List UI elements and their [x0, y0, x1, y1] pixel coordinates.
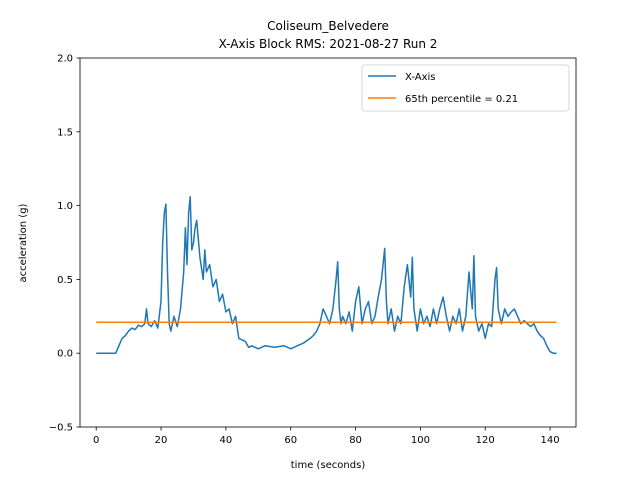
x-tick-label: 0 [93, 435, 99, 446]
plot-content [96, 195, 557, 354]
plot-frame [79, 57, 577, 428]
y-tick-label: 2.0 [57, 54, 73, 65]
y-tick-label: 1.0 [57, 201, 73, 212]
y-tick-label: 0.5 [57, 275, 73, 286]
x-tick-label: 100 [411, 435, 430, 446]
y-tick-label: 0.0 [57, 349, 73, 360]
x-tick-label: 40 [220, 435, 233, 446]
x-tick-label: 60 [284, 435, 297, 446]
x-tick-label: 120 [476, 435, 495, 446]
y-axis-label: acceleration (g) [18, 203, 29, 282]
x-axis-ticks: 0 20 40 60 80 100 120 140 [93, 427, 560, 446]
chart-title-line2: X-Axis Block RMS: 2021-08-27 Run 2 [219, 37, 438, 51]
y-tick-label: −0.5 [49, 423, 73, 434]
x-tick-label: 80 [349, 435, 362, 446]
chart-title-line1: Coliseum_Belvedere [267, 19, 389, 33]
y-axis-ticks: −0.5 0.0 0.5 1.0 1.5 2.0 [49, 54, 80, 434]
legend-label-x-axis: X-Axis [405, 72, 436, 83]
legend-label-percentile: 65th percentile = 0.21 [405, 94, 518, 105]
legend: X-Axis 65th percentile = 0.21 [361, 64, 570, 112]
x-axis-label: time (seconds) [291, 460, 366, 471]
y-tick-label: 1.5 [57, 127, 73, 138]
x-tick-label: 20 [155, 435, 168, 446]
x-tick-label: 140 [541, 435, 560, 446]
legend-frame [361, 64, 570, 112]
series-line-x-axis [96, 195, 557, 354]
